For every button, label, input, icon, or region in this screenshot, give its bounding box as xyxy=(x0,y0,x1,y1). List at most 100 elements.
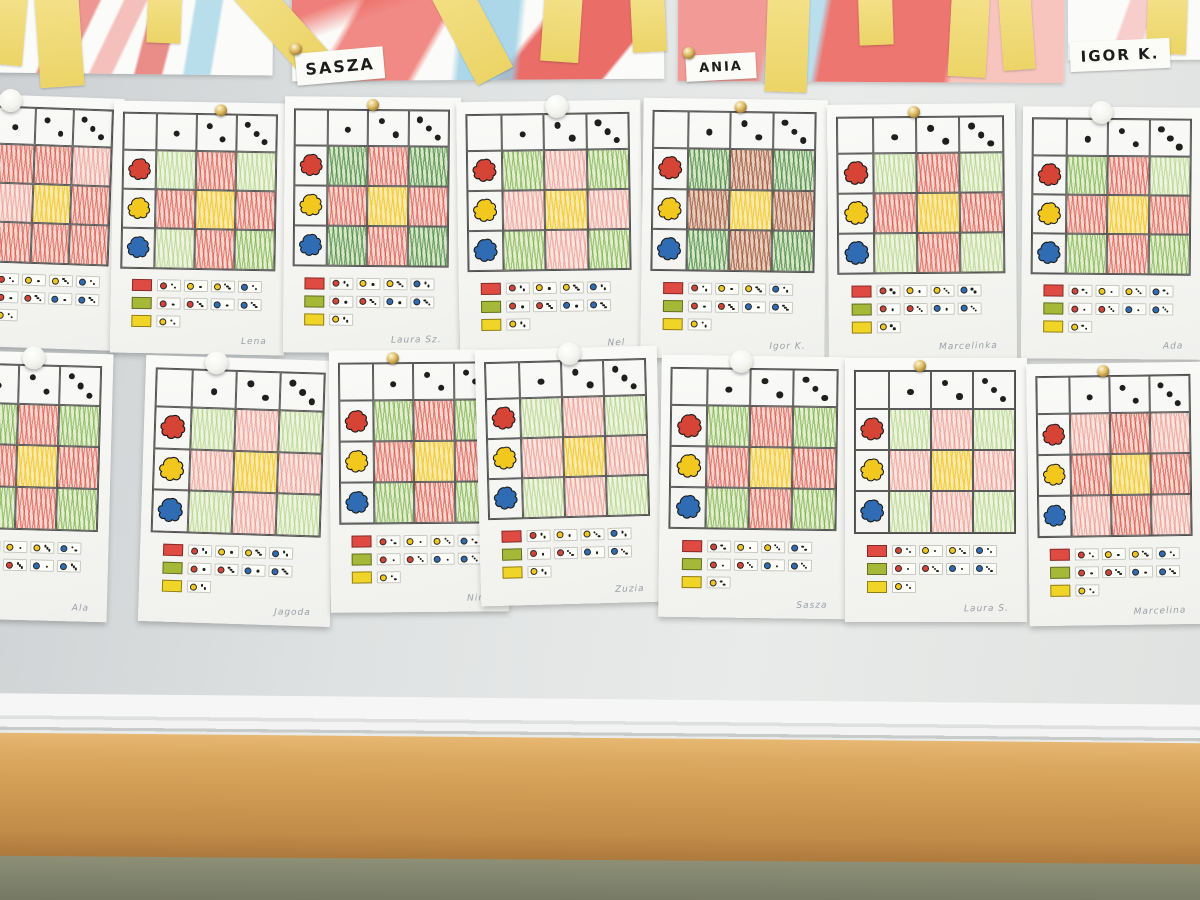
blob-mini-icon xyxy=(25,276,33,284)
child-signature: Marcelina xyxy=(1133,605,1187,618)
legend-coordinate-chip xyxy=(714,300,740,313)
dice-mini-icon xyxy=(545,284,554,292)
dice-mini-icon xyxy=(915,287,924,295)
blob-shape-icon xyxy=(490,403,517,436)
blob-mini-icon xyxy=(960,287,968,295)
dice-dot xyxy=(932,565,935,568)
dice-mini-icon xyxy=(593,548,602,556)
colored-cell xyxy=(154,189,196,230)
colored-cell xyxy=(367,226,408,267)
blob-header-cell xyxy=(488,478,524,520)
blob-mini-icon xyxy=(1124,305,1132,313)
dice-dot xyxy=(343,281,346,284)
dice-dot xyxy=(471,538,474,541)
dice-mini-icon xyxy=(1080,287,1089,295)
colored-cell xyxy=(17,403,60,447)
dice-dot xyxy=(544,571,547,575)
child-signature: Ala xyxy=(71,603,90,614)
blob-mini-icon xyxy=(433,537,441,545)
dice-mini-icon xyxy=(88,278,97,286)
legend-coordinate-chip xyxy=(903,302,928,316)
legend-color-swatch xyxy=(851,321,872,334)
legend-coordinate-chip xyxy=(580,546,605,559)
legend-color-swatch xyxy=(304,295,325,308)
legend-row xyxy=(351,552,494,566)
blob-header-cell xyxy=(339,482,374,524)
dice-mini-icon xyxy=(195,300,204,308)
dice-mini-icon xyxy=(781,285,790,293)
blob-mini-icon xyxy=(1125,287,1133,295)
blob-mini-icon xyxy=(556,531,564,539)
dice-dot xyxy=(298,389,306,397)
colored-cell xyxy=(234,409,280,453)
colored-cell xyxy=(1065,233,1108,274)
dice-dot xyxy=(604,128,611,135)
dice-mini-icon xyxy=(565,531,574,539)
dice-dot xyxy=(812,385,819,393)
grid-corner-cell xyxy=(123,112,157,150)
legend-color-swatch xyxy=(304,313,325,326)
dice-dot xyxy=(804,566,808,570)
dice-dot xyxy=(1166,390,1173,398)
dice-dot xyxy=(778,548,781,551)
dice-mini-icon xyxy=(518,302,527,310)
dice-dot xyxy=(918,290,921,293)
dice-dot xyxy=(173,322,176,325)
blob-mini-icon xyxy=(461,555,469,563)
legend-color-swatch xyxy=(162,561,183,575)
blob-mini-icon xyxy=(709,579,717,587)
colored-cell xyxy=(587,189,630,230)
colored-cell xyxy=(889,450,932,492)
dice-mini-icon xyxy=(619,529,628,537)
colored-cell xyxy=(233,450,279,494)
blob-header-cell xyxy=(153,406,192,450)
dice-dot xyxy=(230,551,233,554)
worksheet-legend xyxy=(662,281,811,337)
legend-coordinate-chip xyxy=(1074,566,1100,579)
legend-coordinate-chip xyxy=(376,553,402,566)
blob-mini-icon xyxy=(906,287,914,295)
legend-coordinate-chip xyxy=(186,580,212,594)
blob-mini-icon xyxy=(509,302,517,311)
blob-header-cell xyxy=(487,438,523,480)
blob-mini-icon xyxy=(189,583,198,591)
blob-mini-icon xyxy=(78,278,87,286)
dice-mini-icon xyxy=(915,305,924,313)
legend-color-swatch xyxy=(681,540,702,553)
dice-dot xyxy=(934,549,937,553)
dice-dot xyxy=(620,530,624,534)
worksheet-legend xyxy=(866,544,1013,598)
worksheet-grid xyxy=(0,104,114,267)
blob-header-cell xyxy=(467,190,503,232)
colored-cell xyxy=(1066,155,1109,195)
dice-dot xyxy=(782,286,786,290)
dice-dot xyxy=(907,567,910,571)
legend-coordinate-chip xyxy=(403,535,428,548)
dice-dot xyxy=(891,134,899,141)
colored-cell xyxy=(70,185,111,226)
dice-dot xyxy=(1081,324,1084,327)
blob-mini-icon xyxy=(1151,306,1159,314)
grid-corner-cell xyxy=(653,110,689,149)
blob-mini-icon xyxy=(709,561,717,569)
worksheet-paper: Laura Sz. xyxy=(282,96,462,354)
dice-dot xyxy=(261,139,268,146)
dice-mini-icon xyxy=(888,323,897,331)
dice-mini-icon xyxy=(16,543,25,551)
legend-color-swatch xyxy=(851,303,872,316)
blob-header-cell xyxy=(152,448,191,491)
legend-coordinate-chip xyxy=(760,559,785,572)
legend-coordinate-chip xyxy=(742,282,767,296)
worksheet-paper: Nel xyxy=(456,94,644,359)
blob-mini-icon xyxy=(718,285,726,293)
colored-cell xyxy=(413,400,456,442)
dice-mini-icon xyxy=(250,283,259,291)
blob-header-cell xyxy=(122,149,156,190)
worksheet-grid xyxy=(465,111,632,273)
colored-cell xyxy=(686,229,730,271)
colored-cell xyxy=(327,185,368,227)
legend-coordinate-chip xyxy=(553,546,578,560)
legend-color-swatch xyxy=(866,580,887,593)
dice-header-cell xyxy=(1068,375,1110,415)
brass-pin xyxy=(290,43,302,55)
